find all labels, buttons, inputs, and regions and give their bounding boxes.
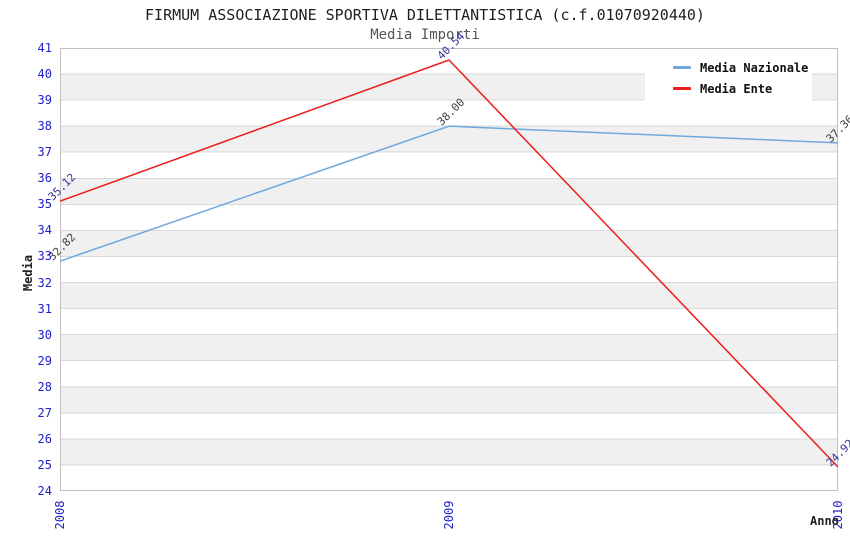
plot-band — [60, 204, 838, 231]
plot-band — [60, 334, 838, 362]
y-tick-label: 41 — [37, 41, 52, 55]
y-tick-label: 31 — [37, 301, 52, 316]
media-nazionale-line-swatch — [673, 66, 691, 69]
plot-canvas — [60, 48, 838, 491]
legend-item-media-ente: Media Ente — [673, 78, 812, 99]
point-value-label: 24.92 — [823, 436, 850, 470]
plot-border — [60, 48, 838, 491]
y-tick-label: 35 — [37, 197, 52, 212]
y-tick-label: 27 — [37, 405, 52, 420]
point-value-label: 38.00 — [434, 95, 468, 129]
point-labels-layer: 32.82 38.00 37.36 35.12 40.54 24.92 — [46, 30, 850, 491]
y-tick-label: 26 — [37, 431, 52, 446]
y-tick-label: 24 — [37, 484, 52, 498]
plot-band — [60, 256, 838, 284]
plot-band — [60, 178, 838, 205]
chart-subtitle: Media Importi — [370, 27, 480, 43]
x-tick-label: 2009 — [442, 500, 456, 530]
y-tick-label: 29 — [37, 353, 52, 368]
y-tick-label: 39 — [37, 93, 52, 108]
plot-band — [60, 438, 838, 466]
plot-band — [60, 360, 838, 388]
y-tick-label: 32 — [37, 275, 52, 290]
plot-band — [60, 386, 838, 414]
y-tick-label: 34 — [37, 223, 52, 238]
y-tick-label: 36 — [37, 171, 52, 186]
plot-area: 32.82 38.00 37.36 35.12 40.54 24.92 — [46, 30, 850, 491]
y-tick-label: 37 — [37, 145, 52, 160]
x-axis-title: Anno — [810, 514, 839, 528]
y-tick-label: 30 — [37, 327, 52, 342]
media-ente-line-swatch — [673, 87, 691, 90]
legend-item-media-nazionale: Media Nazionale — [673, 57, 812, 78]
y-tick-label: 25 — [37, 457, 52, 472]
y-tick-label: 38 — [37, 119, 52, 134]
y-axis-title: Media — [21, 254, 35, 292]
plot-band — [60, 126, 838, 153]
chart-title: FIRMUM ASSOCIAZIONE SPORTIVA DILETTANTIS… — [145, 6, 705, 24]
series-line-media-nazionale — [60, 125, 838, 262]
point-value-label: 37.36 — [823, 112, 850, 146]
x-tick-label: 2008 — [53, 500, 67, 530]
plot-band — [60, 464, 838, 491]
legend: Media Nazionale Media Ente — [645, 49, 812, 107]
legend-label: Media Ente — [700, 81, 773, 96]
plot-band — [60, 152, 838, 179]
plot-band — [60, 412, 838, 440]
y-tick-label: 28 — [37, 379, 52, 394]
y-tick-label: 40 — [37, 67, 52, 82]
legend-label: Media Nazionale — [700, 60, 809, 75]
plot-band — [60, 230, 838, 257]
plot-band — [60, 282, 838, 310]
y-tick-label: 33 — [37, 249, 52, 264]
series-line-media-ente — [60, 59, 838, 468]
